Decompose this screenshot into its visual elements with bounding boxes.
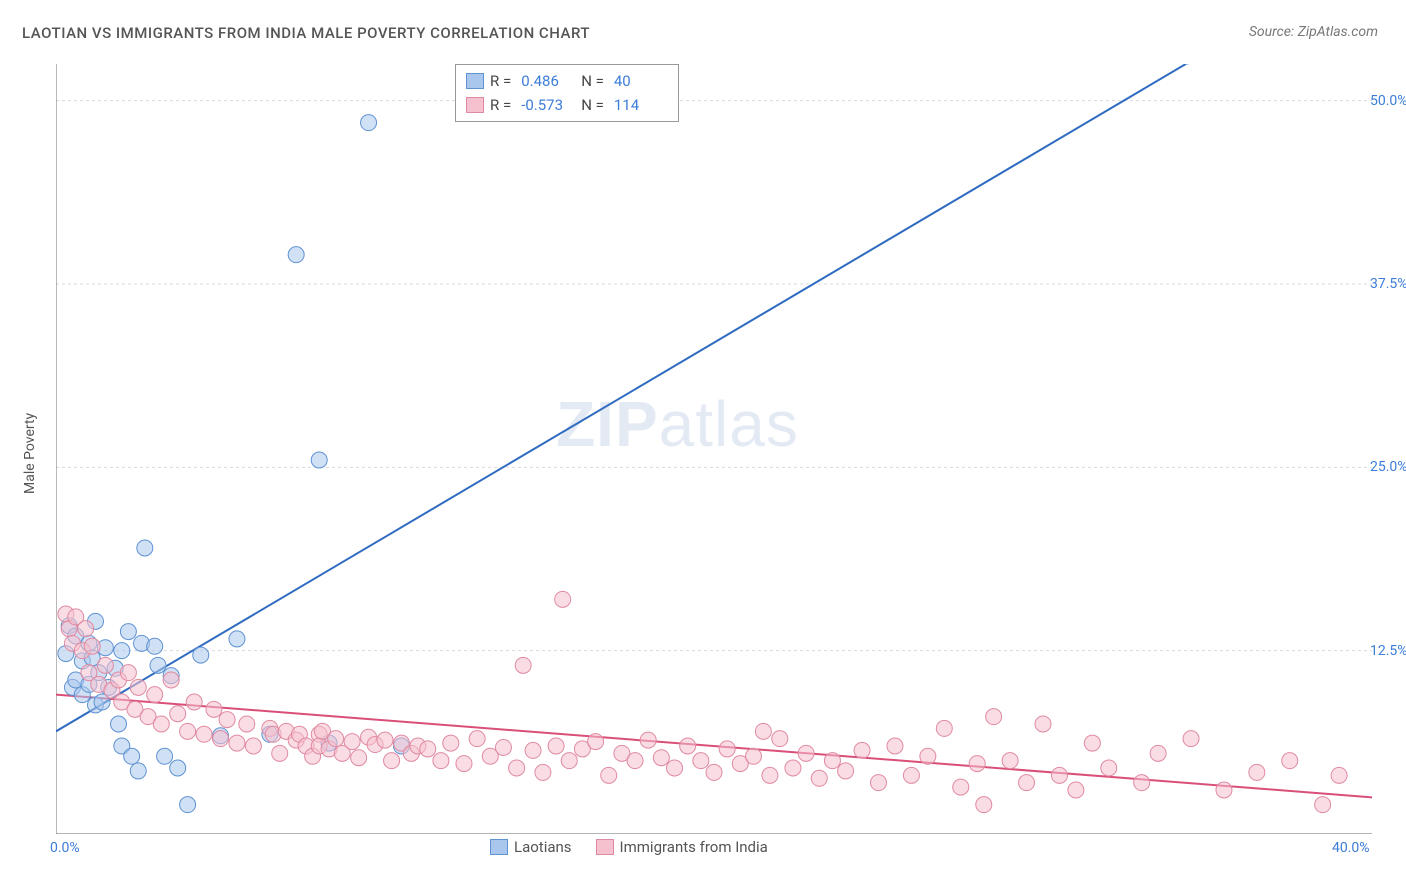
series-legend: Laotians Immigrants from India — [490, 838, 768, 856]
series-label-india: Immigrants from India — [620, 838, 768, 856]
legend-r-label: R = — [490, 93, 511, 117]
legend-row-laotians: R = 0.486 N = 40 — [466, 69, 668, 93]
legend-n-value-india: 114 — [614, 93, 668, 117]
series-legend-item-india: Immigrants from India — [596, 838, 768, 856]
legend-r-value-india: -0.573 — [521, 93, 575, 117]
legend-swatch-india — [466, 97, 484, 113]
y-tick-label: 12.5% — [1370, 643, 1406, 659]
legend-n-value-laotians: 40 — [614, 69, 668, 93]
series-label-laotians: Laotians — [514, 838, 572, 856]
legend-r-value-laotians: 0.486 — [521, 69, 575, 93]
x-tick-label: 40.0% — [1332, 840, 1370, 856]
series-swatch-india — [596, 839, 614, 855]
y-tick-label: 50.0% — [1370, 93, 1406, 109]
legend-row-india: R = -0.573 N = 114 — [466, 93, 668, 117]
source-label: Source: ZipAtlas.com — [1249, 24, 1378, 40]
y-axis-label: Male Poverty — [22, 413, 38, 494]
legend-r-label: R = — [490, 69, 511, 93]
y-tick-label: 37.5% — [1370, 276, 1406, 292]
series-swatch-laotians — [490, 839, 508, 855]
correlation-legend: R = 0.486 N = 40 R = -0.573 N = 114 — [455, 64, 679, 122]
scatter-plot — [56, 64, 1372, 834]
y-tick-label: 25.0% — [1370, 459, 1406, 475]
legend-n-label: N = — [581, 93, 604, 117]
chart-title: LAOTIAN VS IMMIGRANTS FROM INDIA MALE PO… — [22, 24, 590, 42]
x-tick-label: 0.0% — [50, 840, 80, 856]
legend-n-label: N = — [581, 69, 604, 93]
series-legend-item-laotians: Laotians — [490, 838, 572, 856]
legend-swatch-laotians — [466, 73, 484, 89]
